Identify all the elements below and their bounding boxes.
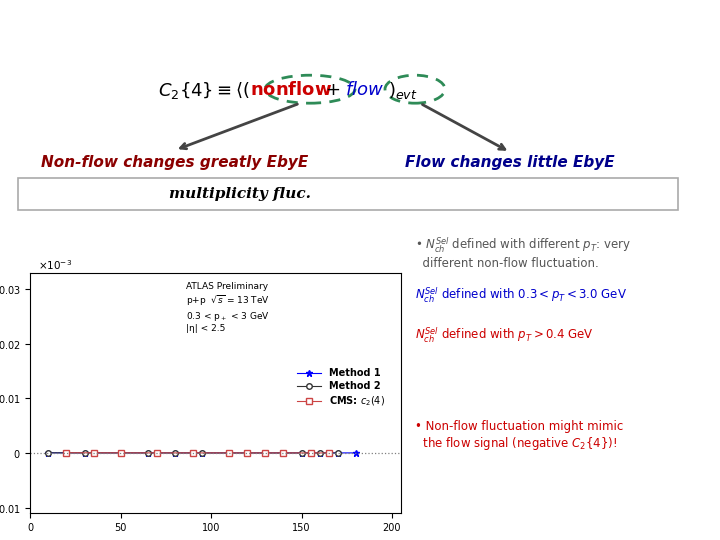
Text: $N_{ch}^{Sel}$ defined with $0.3 < p_T < 3.0$ GeV: $N_{ch}^{Sel}$ defined with $0.3 < p_T <…	[415, 285, 627, 305]
Line: CMS: $c_2(4)$: CMS: $c_2(4)$	[63, 450, 331, 456]
X-axis label: $\langle N_{trk}(p_T > 0.4\,\mathrm{GeV})\rangle$: $\langle N_{trk}(p_T > 0.4\,\mathrm{GeV}…	[166, 538, 265, 540]
CMS: $c_2(4)$: (35, 1.6e-05): $c_2(4)$: (35, 1.6e-05)	[89, 450, 98, 456]
Text: $ + $: $ + $	[325, 81, 340, 99]
Method 2	[62, 450, 71, 456]
Method 1	[62, 450, 71, 456]
Method 2	[279, 450, 288, 456]
Line: Method 2: Method 2	[45, 450, 341, 456]
Method 1	[297, 450, 306, 456]
CMS: $c_2(4)$: (20, 3e-05): $c_2(4)$: (20, 3e-05)	[62, 449, 71, 456]
CMS: $c_2(4)$: (130, -6e-06): $c_2(4)$: (130, -6e-06)	[261, 450, 270, 456]
CMS: $c_2(4)$: (120, -5e-06): $c_2(4)$: (120, -5e-06)	[243, 450, 251, 456]
Text: Non-flow changes greatly EbyE: Non-flow changes greatly EbyE	[41, 154, 309, 170]
Method 2	[333, 450, 342, 456]
CMS: $c_2(4)$: (50, 8e-06): $c_2(4)$: (50, 8e-06)	[117, 450, 125, 456]
Text: $\mathbf{nonflow}$: $\mathbf{nonflow}$	[250, 81, 333, 99]
CMS: $c_2(4)$: (70, 3e-06): $c_2(4)$: (70, 3e-06)	[153, 450, 161, 456]
Method 1	[279, 450, 288, 456]
Method 1	[243, 450, 251, 456]
Method 2	[117, 450, 125, 456]
CMS: $c_2(4)$: (165, -5e-06): $c_2(4)$: (165, -5e-06)	[325, 450, 333, 456]
FancyBboxPatch shape	[18, 178, 678, 210]
Text: $)_{evt}$: $)_{evt}$	[388, 80, 418, 100]
Method 1	[117, 450, 125, 456]
Text: $C_2\{4\} \equiv \langle($: $C_2\{4\} \equiv \langle($	[158, 80, 250, 100]
Method 2	[315, 450, 324, 456]
Method 2	[225, 450, 233, 456]
CMS: $c_2(4)$: (110, -3e-06): $c_2(4)$: (110, -3e-06)	[225, 450, 233, 456]
Method 2	[171, 450, 179, 456]
Text: Test of residual non-flow: Test of residual non-flow	[150, 16, 484, 36]
Method 1	[351, 450, 360, 456]
Text: $\mathit{flow}$: $\mathit{flow}$	[345, 81, 384, 99]
Method 1	[80, 450, 89, 456]
Text: • $N_{ch}^{Sel}$ defined with different $p_T$: very
  different non-flow fluctua: • $N_{ch}^{Sel}$ defined with different …	[415, 235, 631, 269]
Text: Flow changes little EbyE: Flow changes little EbyE	[405, 154, 615, 170]
Text: $N_{ch}^{Sel}$ defined with $p_T > 0.4$ GeV: $N_{ch}^{Sel}$ defined with $p_T > 0.4$ …	[415, 326, 594, 345]
CMS: $c_2(4)$: (140, -6e-06): $c_2(4)$: (140, -6e-06)	[279, 450, 288, 456]
CMS: $c_2(4)$: (90, 1e-06): $c_2(4)$: (90, 1e-06)	[189, 450, 197, 456]
Text: multiplicity fluc.: multiplicity fluc.	[169, 187, 311, 201]
Method 1	[143, 450, 152, 456]
Method 2	[80, 450, 89, 456]
Method 2	[44, 450, 53, 456]
Text: ATLAS Preliminary
p+p  $\sqrt{s}$ = 13 TeV
0.3 < p$_+$ < 3 GeV
|η| < 2.5: ATLAS Preliminary p+p $\sqrt{s}$ = 13 Te…	[186, 282, 270, 333]
Text: 6: 6	[685, 16, 698, 36]
Method 1	[315, 450, 324, 456]
Method 2	[143, 450, 152, 456]
Method 1	[44, 449, 53, 456]
Method 2	[297, 450, 306, 456]
Text: $\times 10^{-3}$: $\times 10^{-3}$	[37, 259, 72, 272]
Method 1	[171, 450, 179, 456]
Method 1	[198, 450, 207, 456]
Method 2	[261, 450, 270, 456]
Method 1	[225, 450, 233, 456]
Method 1	[261, 450, 270, 456]
Line: Method 1: Method 1	[45, 449, 359, 456]
CMS: $c_2(4)$: (155, -6e-06): $c_2(4)$: (155, -6e-06)	[306, 450, 315, 456]
Method 2	[198, 450, 207, 456]
Legend: Method 1, Method 2, CMS: $c_2(4)$: Method 1, Method 2, CMS: $c_2(4)$	[293, 364, 389, 411]
Method 1	[333, 450, 342, 456]
Text: • Non-flow fluctuation might mimic
  the flow signal (negative $C_2\{4\}$)!: • Non-flow fluctuation might mimic the f…	[415, 420, 624, 453]
Method 2	[243, 450, 251, 456]
